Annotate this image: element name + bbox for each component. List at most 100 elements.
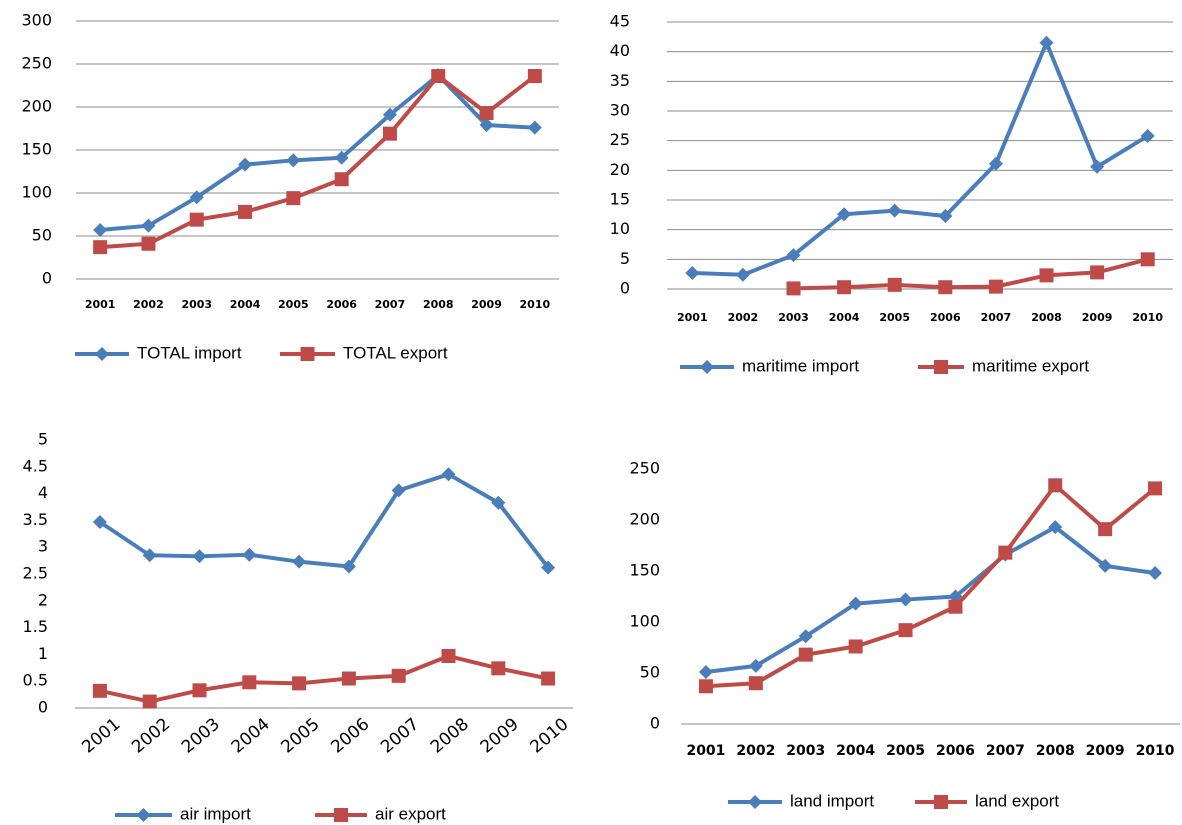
x-tick-label: 2004 — [829, 311, 860, 324]
x-tick-label: 2002 — [133, 298, 164, 311]
data-point — [685, 265, 700, 280]
y-tick-label: 3.5 — [23, 510, 48, 529]
data-point — [242, 547, 257, 562]
data-point — [192, 683, 207, 698]
legend-marker — [748, 795, 762, 809]
legend-label: air import — [180, 804, 251, 823]
data-point — [141, 218, 156, 233]
legend-marker — [300, 347, 315, 361]
x-tick-label: 2001 — [686, 743, 725, 759]
data-point — [334, 150, 349, 165]
x-tick-label: 2002 — [736, 743, 775, 759]
x-tick-label: 2004 — [836, 743, 875, 759]
data-point — [1148, 566, 1163, 581]
x-tick-label: 2001 — [85, 298, 116, 311]
data-point — [887, 203, 902, 218]
y-tick-label: 200 — [629, 510, 660, 529]
data-point — [142, 548, 157, 563]
x-tick-label: 2009 — [1082, 311, 1113, 324]
data-point — [242, 675, 257, 690]
x-tick-label: 2006 — [936, 743, 975, 759]
data-point — [479, 106, 494, 121]
x-tick-label: 2008 — [423, 298, 454, 311]
x-tick-label: 2006 — [930, 311, 961, 324]
x-tick-label: 2001 — [677, 311, 708, 324]
data-point — [898, 623, 913, 638]
x-tick-label: 2001 — [78, 714, 124, 757]
data-point — [938, 280, 953, 295]
x-tick-label: 2008 — [1031, 311, 1062, 324]
data-point — [192, 549, 207, 564]
legend-label: land import — [790, 791, 874, 810]
data-point — [479, 118, 494, 133]
y-tick-label: 1 — [38, 644, 48, 663]
legend-marker — [700, 360, 714, 374]
data-point — [898, 592, 913, 607]
y-tick-label: 2 — [38, 590, 48, 609]
y-tick-label: 250 — [21, 54, 52, 73]
data-point — [1090, 159, 1105, 174]
data-point — [142, 694, 157, 709]
y-tick-label: 10 — [610, 219, 630, 238]
data-point — [848, 639, 863, 654]
data-point — [189, 212, 204, 227]
y-tick-label: 200 — [21, 97, 52, 116]
data-point — [848, 596, 863, 611]
data-point — [798, 629, 813, 644]
legend-label: land export — [975, 791, 1059, 810]
y-tick-label: 50 — [640, 663, 660, 682]
data-point — [1048, 520, 1063, 535]
data-point — [391, 483, 406, 498]
y-tick-label: 15 — [610, 190, 630, 209]
data-point — [141, 236, 156, 251]
data-point — [541, 671, 556, 686]
y-tick-label: 1.5 — [23, 617, 48, 636]
x-tick-label: 2005 — [278, 298, 309, 311]
x-tick-label: 2003 — [778, 311, 809, 324]
series-line — [98, 472, 550, 569]
y-tick-label: 150 — [629, 561, 660, 580]
y-tick-label: 20 — [610, 160, 630, 179]
data-point — [441, 649, 456, 664]
legend-marker — [136, 808, 151, 822]
x-tick-label: 2003 — [786, 743, 825, 759]
data-point — [334, 172, 349, 187]
data-point — [786, 281, 801, 296]
x-tick-label: 2002 — [128, 714, 174, 757]
data-point — [1090, 265, 1105, 280]
x-tick-label: 2006 — [326, 298, 357, 311]
data-point — [341, 671, 356, 686]
x-tick-label: 2009 — [477, 714, 523, 757]
x-tick-label: 2005 — [879, 311, 910, 324]
y-tick-label: 4.5 — [23, 456, 48, 475]
y-tick-label: 0 — [650, 714, 660, 733]
legend-label: TOTAL import — [137, 343, 242, 362]
x-tick-label: 2004 — [230, 298, 261, 311]
data-point — [441, 467, 456, 482]
data-point — [1140, 252, 1155, 267]
data-point — [93, 240, 108, 255]
series-line — [705, 525, 1156, 674]
x-tick-label: 2008 — [427, 714, 473, 757]
x-tick-label: 2009 — [471, 298, 502, 311]
data-point — [391, 668, 406, 683]
y-tick-label: 0.5 — [23, 671, 48, 690]
y-tick-label: 5 — [38, 430, 48, 449]
x-tick-label: 2006 — [327, 714, 373, 757]
data-point — [698, 679, 713, 694]
y-tick-label: 50 — [32, 226, 52, 245]
data-point — [1048, 478, 1063, 493]
data-point — [527, 69, 542, 84]
data-point — [431, 69, 446, 84]
legend-marker — [934, 360, 948, 374]
data-point — [988, 279, 1003, 294]
legend-label: maritime export — [972, 356, 1089, 375]
x-tick-label: 2003 — [181, 298, 212, 311]
x-tick-label: 2002 — [728, 311, 759, 324]
x-tick-label: 2005 — [886, 743, 925, 759]
data-point — [1148, 481, 1163, 496]
data-point — [948, 599, 963, 614]
data-point — [748, 676, 763, 691]
